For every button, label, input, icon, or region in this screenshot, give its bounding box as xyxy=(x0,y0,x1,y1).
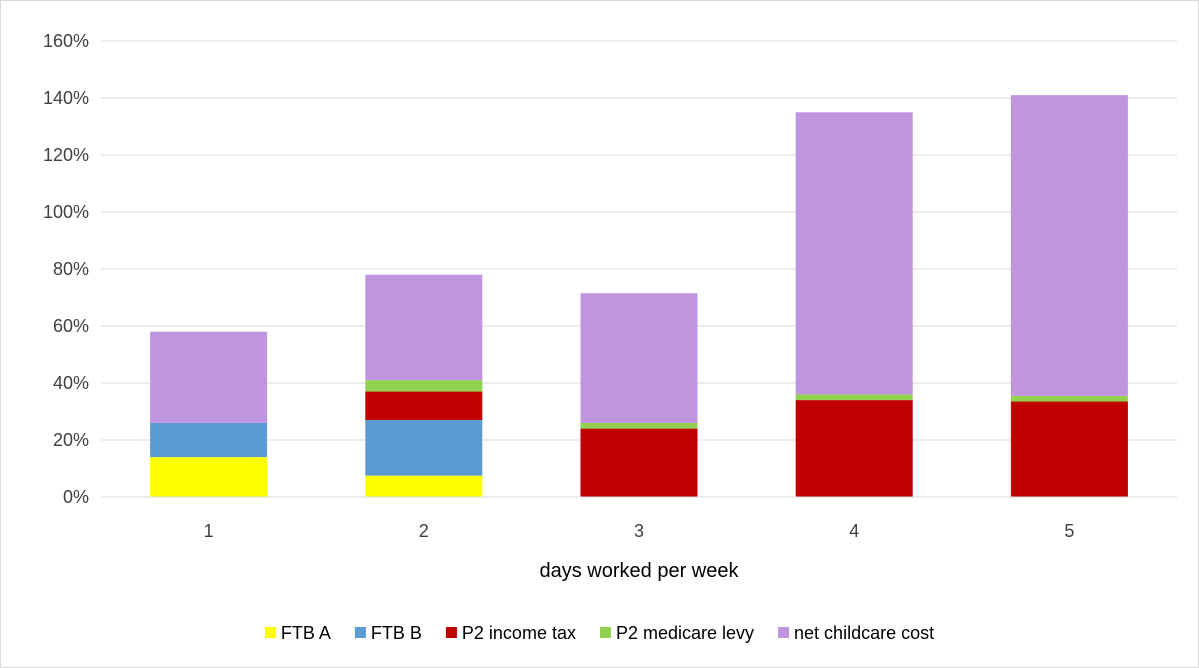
y-tick-label: 160% xyxy=(43,31,89,51)
legend-label: P2 income tax xyxy=(462,623,576,643)
y-tick-label: 120% xyxy=(43,145,89,165)
legend-swatch xyxy=(445,627,457,638)
y-tick-label: 0% xyxy=(63,487,89,507)
legend-item: FTB B xyxy=(354,623,422,643)
legend-swatch xyxy=(599,627,611,638)
x-tick-label: 4 xyxy=(849,521,859,541)
bar-segment xyxy=(150,331,268,423)
bar-segment xyxy=(365,391,483,421)
y-tick-label: 140% xyxy=(43,88,89,108)
y-tick-label: 80% xyxy=(53,259,89,279)
legend-label: FTB A xyxy=(281,623,331,643)
bar-segment xyxy=(365,274,483,381)
legend-label: FTB B xyxy=(371,623,422,643)
legend-label: net childcare cost xyxy=(794,623,934,643)
bar-segment xyxy=(795,394,913,401)
x-tick-label: 5 xyxy=(1064,521,1074,541)
bar-segment xyxy=(365,380,483,392)
bar-segment xyxy=(580,428,698,497)
legend-item: net childcare cost xyxy=(778,623,934,643)
y-tick-label: 40% xyxy=(53,373,89,393)
y-tick-label: 60% xyxy=(53,316,89,336)
legend-item: FTB A xyxy=(264,623,331,643)
bar-segment xyxy=(150,457,268,497)
bar-segment xyxy=(580,422,698,429)
bar-segment xyxy=(795,400,913,497)
bar-segment xyxy=(1010,95,1128,396)
y-tick-label: 100% xyxy=(43,202,89,222)
bar-segment xyxy=(1010,395,1128,402)
x-tick-label: 2 xyxy=(419,521,429,541)
legend-swatch xyxy=(354,627,366,638)
bar-segment xyxy=(365,420,483,476)
legend-item: P2 medicare levy xyxy=(599,623,754,643)
bars xyxy=(150,95,1128,497)
bar-segment xyxy=(795,112,913,395)
legend: FTB A FTB B P2 income tax P2 medicare levy n… xyxy=(264,623,934,643)
bar-segment xyxy=(1010,401,1128,497)
y-tick-label: 20% xyxy=(53,430,89,450)
legend-swatch xyxy=(778,627,790,638)
legend-label: P2 medicare levy xyxy=(616,623,754,643)
legend-swatch xyxy=(264,627,276,638)
x-tick-label: 3 xyxy=(634,521,644,541)
y-axis-tick-labels: 0% 20% 40% 60% 80% 100% 120% 140% 160% xyxy=(43,31,89,507)
legend-item: P2 income tax xyxy=(445,623,576,643)
bar-segment xyxy=(365,475,483,497)
bar-segment xyxy=(580,293,698,423)
x-axis-title: days worked per week xyxy=(540,560,740,582)
x-axis-tick-labels: 1 2 3 4 5 xyxy=(204,521,1075,541)
x-tick-label: 1 xyxy=(204,521,214,541)
bar-segment xyxy=(150,422,268,458)
